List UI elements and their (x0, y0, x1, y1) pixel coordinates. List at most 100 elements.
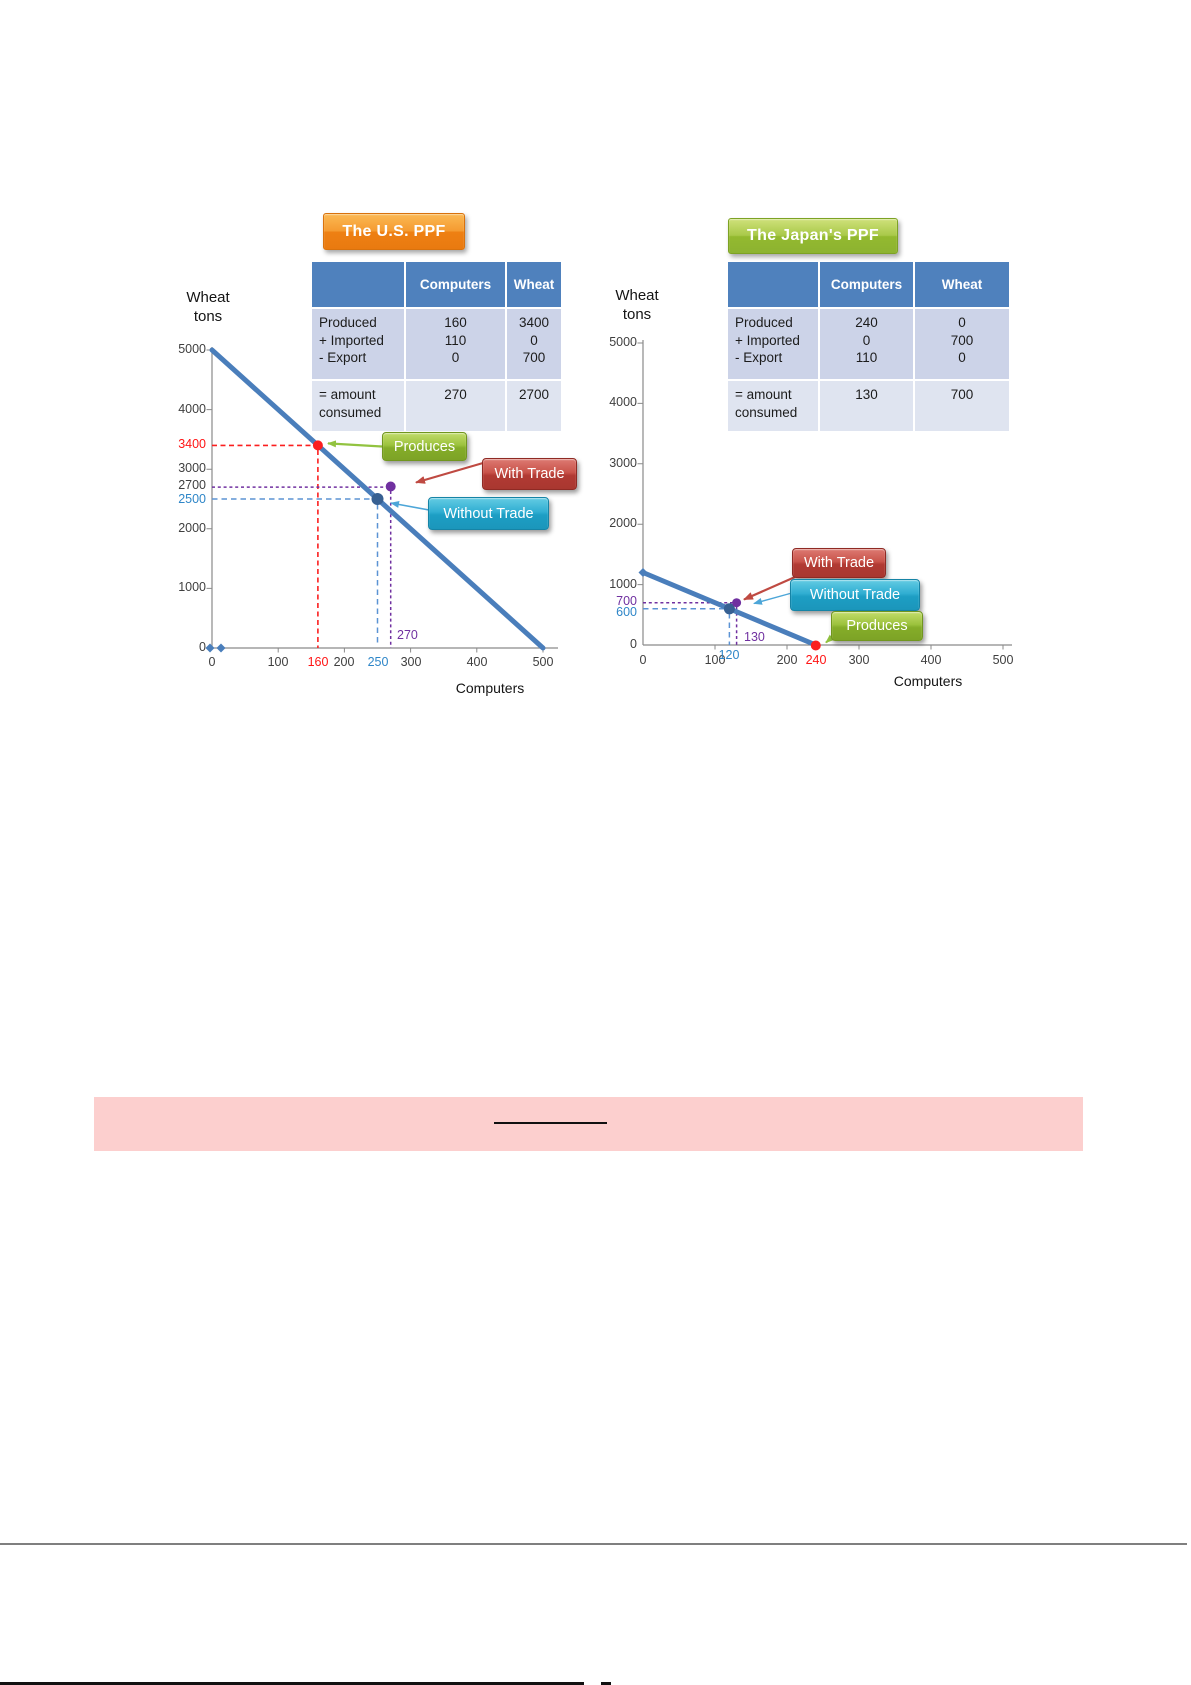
japan-ppf-title: The Japan's PPF (728, 218, 898, 254)
japan-table-consumed-wheat: 700 (915, 381, 1009, 431)
us-x-tick-400: 400 (466, 655, 488, 669)
bottom-border-dash (601, 1682, 611, 1685)
japan-without-trade-callout: Without Trade (790, 579, 920, 611)
us-with-trade-dashed-guides (212, 486, 392, 648)
us-table-produced-wheat: 3400 (518, 315, 550, 330)
us-table-export-computers: 0 (451, 350, 460, 365)
us-x-tick-250: 250 (367, 655, 389, 669)
us-produces-point (312, 440, 323, 451)
us-with-trade-x-label: 270 (397, 628, 418, 642)
us-with-trade-callout: With Trade (482, 458, 577, 490)
japan-table-row-labels: Produced + Imported - Export (728, 309, 818, 379)
us-table-imported-wheat: 0 (530, 332, 538, 348)
japan-table-header-wheat: Wheat (915, 262, 1009, 307)
us-table-consumed-label: = amount consumed (312, 381, 404, 431)
us-ppf-title: The U.S. PPF (323, 213, 465, 250)
japan-table-produced-wheat: 0 (958, 315, 966, 330)
us-y-tick-1000: 1000 (178, 580, 206, 594)
us-table-corner-cell (312, 262, 404, 307)
japan-without-trade-point (723, 603, 735, 615)
japan-x-tick-marks (714, 645, 1004, 650)
us-table: Computers Wheat Produced + Imported - Ex… (312, 262, 561, 431)
japan-y-axis-title: Wheat tons (615, 287, 659, 323)
us-y-tick-4000: 4000 (178, 402, 206, 416)
us-without-trade-callout: Without Trade (428, 497, 549, 530)
us-table-computers-values: 160 110 0 (406, 309, 505, 379)
us-table-consumed-computers: 270 (406, 381, 505, 431)
us-origin-marker-2 (216, 643, 226, 653)
us-produces-callout: Produces (382, 432, 467, 461)
japan-without-trade-x-label: 120 (718, 648, 740, 662)
japan-produces-callout: Produces (831, 611, 923, 641)
us-produces-arrow (327, 440, 383, 448)
us-table-row-labels: Produced + Imported - Export (312, 309, 404, 379)
japan-x-tick-240: 240 (805, 653, 827, 667)
japan-table-computers-values: 240 0 110 (820, 309, 913, 379)
japan-table: Computers Wheat Produced + Imported - Ex… (728, 262, 1009, 431)
highlight-band (94, 1097, 1083, 1151)
japan-y-tick-0: 0 (630, 637, 637, 651)
us-without-trade-arrow (390, 501, 430, 511)
japan-produces-point (810, 640, 821, 651)
us-x-tick-0: 0 (208, 655, 216, 669)
japan-table-imported-wheat: 700 (950, 332, 974, 348)
us-produces-dashed-guides (212, 444, 319, 648)
japan-with-trade-callout: With Trade (792, 548, 886, 578)
japan-ppf-start-marker (638, 568, 648, 577)
japan-y-tick-3000: 3000 (609, 456, 637, 470)
japan-with-trade-arrow (743, 575, 796, 601)
us-table-export-wheat: 700 (522, 350, 546, 365)
japan-x-axis-title: Computers (893, 673, 963, 689)
japan-without-trade-dashed-guides (643, 608, 731, 645)
us-y-tick-5000: 5000 (178, 342, 206, 356)
japan-with-trade-x-label: 130 (744, 630, 765, 644)
us-y-tick-3000: 3000 (178, 461, 206, 475)
us-y-axis-title: Wheat tons (186, 289, 230, 325)
japan-x-tick-500: 500 (992, 653, 1014, 667)
japan-table-header-computers: Computers (820, 262, 913, 307)
us-y-tick-marks (206, 349, 212, 589)
japan-table-export-computers: 110 (855, 350, 878, 365)
japan-table-imported-label: + Imported (735, 332, 800, 348)
us-table-header-wheat: Wheat (507, 262, 561, 307)
us-x-tick-160: 160 (307, 655, 329, 669)
japan-without-trade-arrow (753, 592, 791, 605)
japan-table-imported-computers: 0 (862, 332, 871, 348)
japan-x-tick-300: 300 (848, 653, 870, 667)
japan-y-tick-2000: 2000 (609, 516, 637, 530)
us-with-trade-point (385, 481, 396, 492)
us-origin-marker-1 (205, 643, 215, 653)
us-table-consumed-wheat: 2700 (507, 381, 561, 431)
japan-y-tick-700: 700 (616, 594, 637, 608)
us-x-tick-marks (277, 648, 544, 653)
us-y-tick-2500: 2500 (178, 492, 206, 506)
japan-table-corner-cell (728, 262, 818, 307)
japan-x-tick-0: 0 (639, 653, 647, 667)
bottom-border-line (0, 1682, 584, 1685)
us-table-export-label: - Export (319, 350, 367, 365)
japan-x-tick-400: 400 (920, 653, 942, 667)
us-y-tick-0: 0 (199, 640, 206, 654)
us-y-tick-2000: 2000 (178, 521, 206, 535)
us-y-tick-2700: 2700 (178, 478, 206, 492)
japan-y-tick-5000: 5000 (609, 335, 637, 349)
us-table-wheat-values: 3400 0 700 (507, 309, 561, 379)
japan-y-tick-600: 600 (616, 605, 637, 619)
japan-table-produced-computers: 240 (855, 315, 878, 330)
us-table-imported-label: + Imported (319, 332, 384, 348)
us-x-tick-300: 300 (400, 655, 422, 669)
us-with-trade-arrow (415, 461, 484, 484)
japan-table-produced-label: Produced (735, 315, 793, 330)
us-table-produced-label: Produced (319, 315, 377, 330)
japan-x-tick-200: 200 (776, 653, 798, 667)
japan-table-consumed-computers: 130 (820, 381, 913, 431)
us-x-axis-title: Computers (455, 680, 525, 696)
japan-table-consumed-label: = amount consumed (728, 381, 818, 431)
us-without-trade-point (371, 493, 384, 505)
us-x-tick-500: 500 (532, 655, 554, 669)
japan-x-tick-100: 100 (704, 653, 726, 667)
japan-with-trade-point (732, 598, 742, 608)
japan-y-tick-marks (637, 342, 643, 586)
